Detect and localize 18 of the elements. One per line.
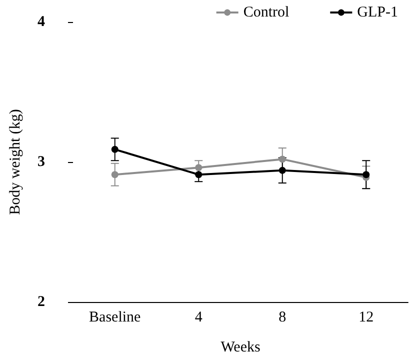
point: [278, 166, 286, 174]
x-tick-label: 4: [194, 310, 203, 326]
point: [111, 146, 118, 153]
x-axis-title: Weeks: [220, 340, 260, 356]
legend-label: Control: [243, 4, 290, 20]
y-axis-title: Body weight (kg): [8, 109, 24, 215]
x-tick-label: 12: [358, 310, 374, 326]
point: [362, 171, 370, 178]
point: [195, 171, 202, 178]
legend-label: GLP-1: [357, 4, 398, 20]
y-tick-label: 2: [38, 294, 45, 310]
x-tick-label: 8: [278, 310, 286, 326]
point: [195, 164, 202, 172]
x-tick-label: Baseline: [89, 310, 142, 326]
point: [111, 171, 118, 178]
y-tick-label: 4: [38, 14, 46, 30]
point: [278, 156, 286, 163]
y-tick-label: 3: [38, 154, 45, 170]
